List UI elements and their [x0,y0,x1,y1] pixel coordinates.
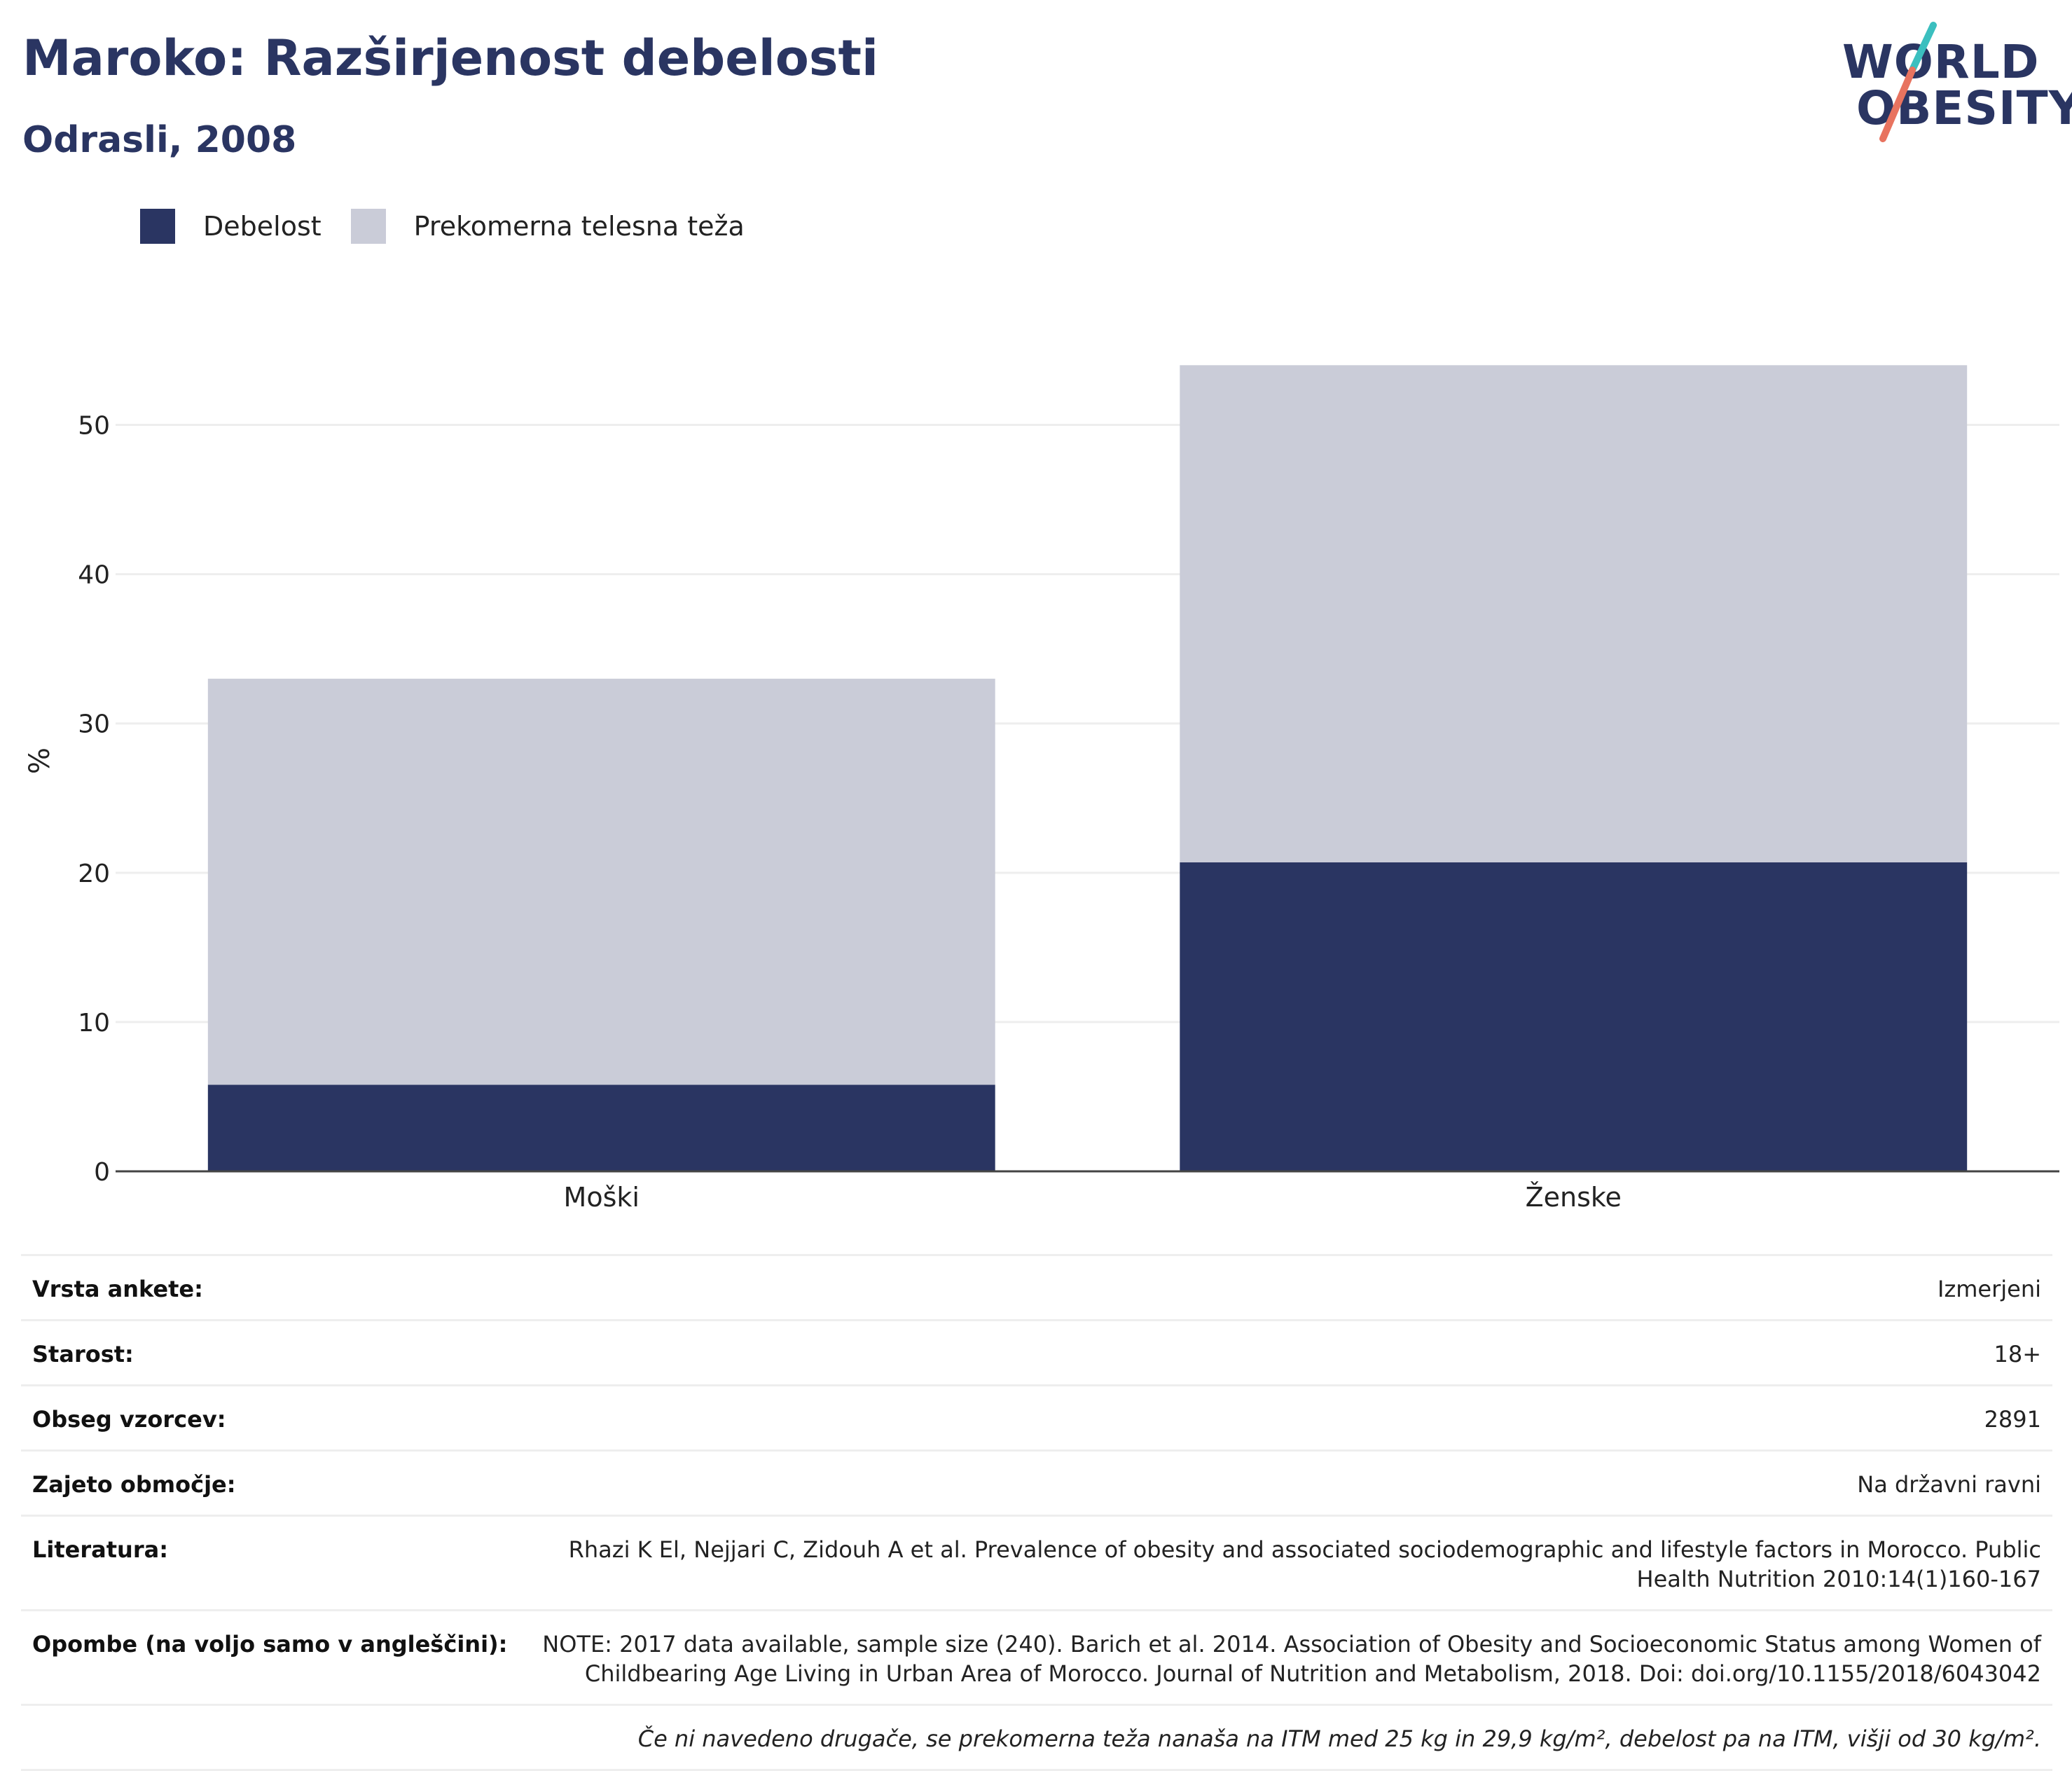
info-label: Starost: [32,1341,134,1367]
chart-subtitle: Odrasli, 2008 [22,119,297,161]
x-tick-label: Ženske [1526,1182,1622,1213]
legend: Debelost Prekomerna telesna teža [140,209,774,244]
y-tick-label: 20 [78,860,110,888]
info-table: Vrsta ankete: Izmerjeni Starost: 18+ Obs… [21,1254,2052,1771]
info-row-survey-type: Vrsta ankete: Izmerjeni [21,1254,2052,1319]
footnote: Če ni navedeno drugače, se prekomerna te… [637,1725,2041,1752]
bar-obesity-1 [1180,862,1968,1171]
info-value: NOTE: 2017 data available, sample size (… [542,1631,2041,1687]
info-value: Rhazi K El, Nejjari C, Zidouh A et al. P… [568,1536,2041,1592]
footnote-row: Če ni navedeno drugače, se prekomerna te… [21,1704,2052,1771]
info-row-notes: Opombe (na voljo samo v angleščini): NOT… [21,1609,2052,1704]
info-row-sample-size: Obseg vzorcev: 2891 [21,1384,2052,1449]
world-obesity-logo: WORLD OBESITY [1828,21,2072,147]
bar-overweight-1 [1180,365,1968,862]
bar-obesity-0 [207,1084,995,1171]
info-value: 18+ [1994,1341,2041,1367]
info-label: Vrsta ankete: [32,1276,203,1302]
stacked-bar-chart: 0 10 20 30 40 50% Moški Ženske [24,365,2059,1213]
info-value: Na državni ravni [1857,1471,2041,1498]
x-tick-label: Moški [564,1182,640,1213]
y-tick-label: 50 [78,412,110,441]
y-tick-label: 40 [78,561,110,590]
info-row-age: Starost: 18+ [21,1319,2052,1384]
bar-overweight-0 [207,678,995,1085]
info-label: Zajeto območje: [32,1471,236,1498]
info-row-area: Zajeto območje: Na državni ravni [21,1449,2052,1515]
chart-title: Maroko: Razširjenost debelosti [22,29,878,87]
legend-swatch-overweight [350,209,386,244]
info-row-references: Literatura: Rhazi K El, Nejjari C, Zidou… [21,1515,2052,1609]
y-tick-label: 30 [78,710,110,739]
logo-slash-icon [1879,22,1937,142]
y-tick-label: 10 [78,1009,110,1038]
logo-line-1: WORLD [1842,35,2040,89]
info-value: Izmerjeni [1938,1276,2041,1302]
legend-swatch-obesity [140,209,175,244]
info-label: Opombe (na voljo samo v angleščini): [32,1631,508,1658]
legend-item-overweight[interactable]: Prekomerna telesna teža [350,209,745,244]
info-label: Obseg vzorcev: [32,1406,226,1433]
y-tick-label: 0 [94,1158,110,1187]
y-axis-label: % [24,747,56,774]
legend-label-obesity: Debelost [203,211,322,242]
info-value: 2891 [1984,1406,2041,1433]
legend-item-obesity[interactable]: Debelost [140,209,322,244]
legend-label-overweight: Prekomerna telesna teža [413,211,745,242]
info-label: Literatura: [32,1536,168,1563]
